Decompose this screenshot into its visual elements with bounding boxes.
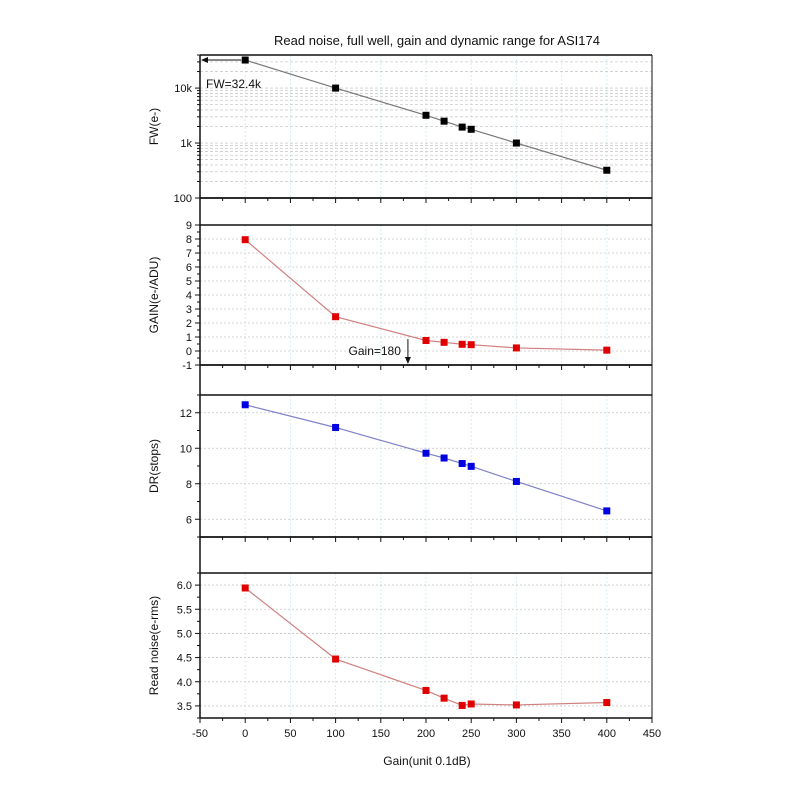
panel-rn: 3.5 4.0 4.5 5.0 5.5 6.0 Read noise(e-rms) -50 0 5… — [147, 536, 661, 740]
data-point — [332, 655, 340, 663]
y-axis-label-gain: GAIN(e-/ADU) — [147, 257, 161, 334]
y-tick-label: 4.0 — [177, 677, 192, 689]
y-tick-label: 10k — [174, 83, 192, 95]
x-axis-label: Gain(unit 0.1dB) — [383, 754, 470, 768]
data-point — [467, 341, 475, 349]
x-tick-label: 0 — [242, 728, 248, 740]
y-tick-label: 6 — [186, 514, 192, 526]
panels: 1001k10kFW(e-)FW=32.4k-10123456789GAIN(e… — [147, 54, 661, 740]
data-point — [467, 462, 475, 470]
y-tick-label: 5 — [186, 276, 192, 288]
data-point — [458, 460, 466, 468]
data-point — [440, 694, 448, 702]
y-tick-label: 2 — [186, 318, 192, 330]
y-tick-label: 6 — [186, 262, 192, 274]
x-tick-label: 200 — [417, 728, 435, 740]
data-point — [241, 236, 249, 244]
data-point — [458, 340, 466, 348]
y-tick-label: 1k — [180, 138, 192, 150]
data-point — [422, 337, 430, 344]
x-tick-label: 300 — [507, 728, 525, 740]
y-tick-label: 5.5 — [177, 604, 192, 616]
annotation-arrow-head — [201, 57, 208, 64]
y-tick-label: 8 — [186, 234, 192, 246]
panel-fw: 100 1k 10k FW(e-) FW=32.4k — [147, 54, 653, 205]
data-point — [467, 125, 475, 133]
series-line-fw — [245, 59, 607, 171]
x-tick-label: 50 — [284, 728, 296, 740]
y-tick-label: 100 — [174, 193, 192, 205]
y-tick-label: 8 — [186, 479, 192, 491]
x-tick-label: 450 — [643, 728, 661, 740]
y-tick-label: 7 — [186, 248, 192, 260]
data-point — [440, 117, 448, 125]
data-point — [241, 584, 249, 592]
data-point — [603, 346, 611, 354]
y-tick-label: 1 — [186, 332, 192, 344]
data-point — [467, 700, 475, 708]
x-tick-label: 150 — [372, 728, 390, 740]
y-tick-label: 4 — [186, 290, 192, 302]
series-line-gain — [244, 239, 607, 351]
data-point — [512, 139, 520, 147]
data-point — [603, 507, 611, 515]
x-tick-label: 400 — [598, 728, 616, 740]
data-point — [512, 344, 520, 352]
data-point — [440, 338, 448, 346]
x-tick-label: 100 — [326, 728, 344, 740]
data-point — [512, 701, 520, 709]
data-point — [603, 166, 611, 174]
data-point — [422, 111, 430, 119]
y-tick-label: 9 — [186, 220, 192, 232]
data-point — [241, 401, 249, 409]
data-point — [422, 686, 430, 694]
y-tick-label: 5.0 — [177, 628, 192, 640]
y-tick-label: 3 — [186, 304, 192, 316]
y-tick-label: 6.0 — [177, 580, 192, 592]
annotation-arrow-head — [404, 357, 411, 364]
y-tick-label: -1 — [182, 360, 192, 372]
data-point — [440, 454, 448, 462]
data-point — [332, 84, 340, 92]
data-point — [603, 699, 611, 707]
series-line-rn — [244, 587, 607, 707]
x-tick-label: 250 — [462, 728, 480, 740]
data-point — [332, 423, 340, 431]
chart-title: Read noise, full well, gain and dynamic … — [274, 33, 600, 48]
data-point — [241, 56, 249, 64]
y-tick-label: 12 — [180, 408, 192, 420]
annotation-fw: FW=32.4k — [206, 77, 262, 91]
x-tick-label: 350 — [552, 728, 570, 740]
y-tick-label: 4.5 — [177, 653, 192, 665]
x-tick-label: -50 — [192, 728, 208, 740]
y-tick-label: 0 — [186, 346, 192, 358]
y-axis-label-rn: Read noise(e-rms) — [147, 596, 161, 695]
data-point — [458, 123, 466, 131]
panel-gain: -1 0 1 2 3 4 5 6 7 8 9 GAIN(e-/ADU) Gain=180 — [147, 197, 653, 372]
data-point — [332, 313, 340, 321]
annotation-gain: Gain=180 — [349, 344, 402, 358]
y-axis-label-dr: DR(stops) — [147, 439, 161, 493]
y-tick-label: 10 — [180, 443, 192, 455]
y-tick-label: 3.5 — [177, 701, 192, 713]
data-point — [458, 701, 466, 709]
y-axis-label-fw: FW(e-) — [147, 108, 161, 145]
data-point — [422, 449, 430, 457]
series-line-dr — [245, 404, 607, 512]
data-point — [512, 477, 520, 485]
panel-dr: 6 8 10 12 DR(stops) — [147, 364, 653, 542]
